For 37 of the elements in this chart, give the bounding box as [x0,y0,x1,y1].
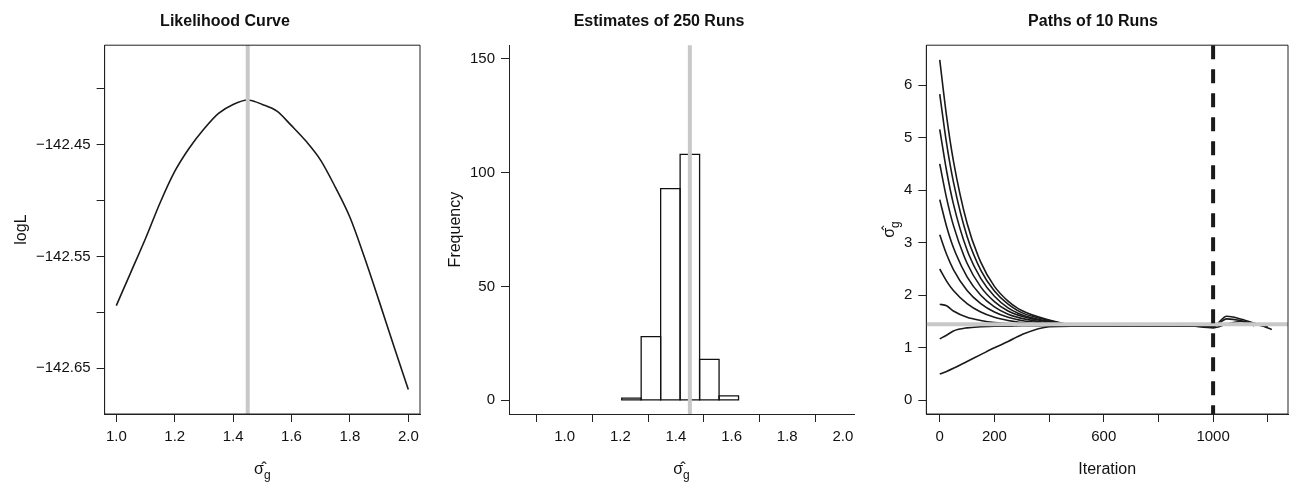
x-tick-label: 0 [935,427,944,445]
y-tick-label: 100 [470,162,496,180]
y-tick-label: 6 [904,75,913,93]
x-axis-title: Iteration [1078,460,1137,478]
y-tick-label: 50 [478,276,496,294]
chart-title: Estimates of 250 Runs [573,12,745,30]
y-tick-label: −142.55 [36,246,91,264]
x-tick-label: 1000 [1196,427,1230,445]
y-tick-label: 2 [904,285,913,303]
x-tick-label: 1.4 [222,427,244,445]
y-axis-title: Frequency [446,191,464,268]
y-axis-title: σ̂g [880,221,902,238]
x-tick-label: 1.8 [339,427,361,445]
x-tick-label: 1.8 [776,427,798,445]
y-tick-label: 0 [904,390,913,408]
y-axis-title: logL [12,214,30,245]
y-tick-label: −142.45 [36,134,91,152]
y-tick-label: −142.65 [36,358,91,376]
x-tick-label: 1.0 [554,427,576,445]
x-tick-label: 200 [981,427,1007,445]
x-tick-label: 2.0 [397,427,419,445]
y-tick-label: 5 [904,127,913,145]
x-tick-label: 1.2 [164,427,186,445]
chart-title: Paths of 10 Runs [1028,12,1158,30]
x-tick-label: 2.0 [832,427,854,445]
y-tick-label: 150 [470,49,496,66]
y-tick-label: 3 [904,232,913,250]
y-tick-label: 1 [904,337,913,355]
y-tick-label: 0 [486,390,496,408]
x-tick-label: 1.6 [281,427,302,445]
x-tick-label: 1.0 [105,427,127,445]
x-tick-label: 1.6 [721,427,743,445]
chart-title: Likelihood Curve [160,12,290,30]
x-tick-label: 1.4 [665,427,687,445]
x-tick-label: 1.2 [609,427,631,445]
y-tick-label: 4 [904,180,913,198]
x-tick-label: 600 [1091,427,1117,445]
